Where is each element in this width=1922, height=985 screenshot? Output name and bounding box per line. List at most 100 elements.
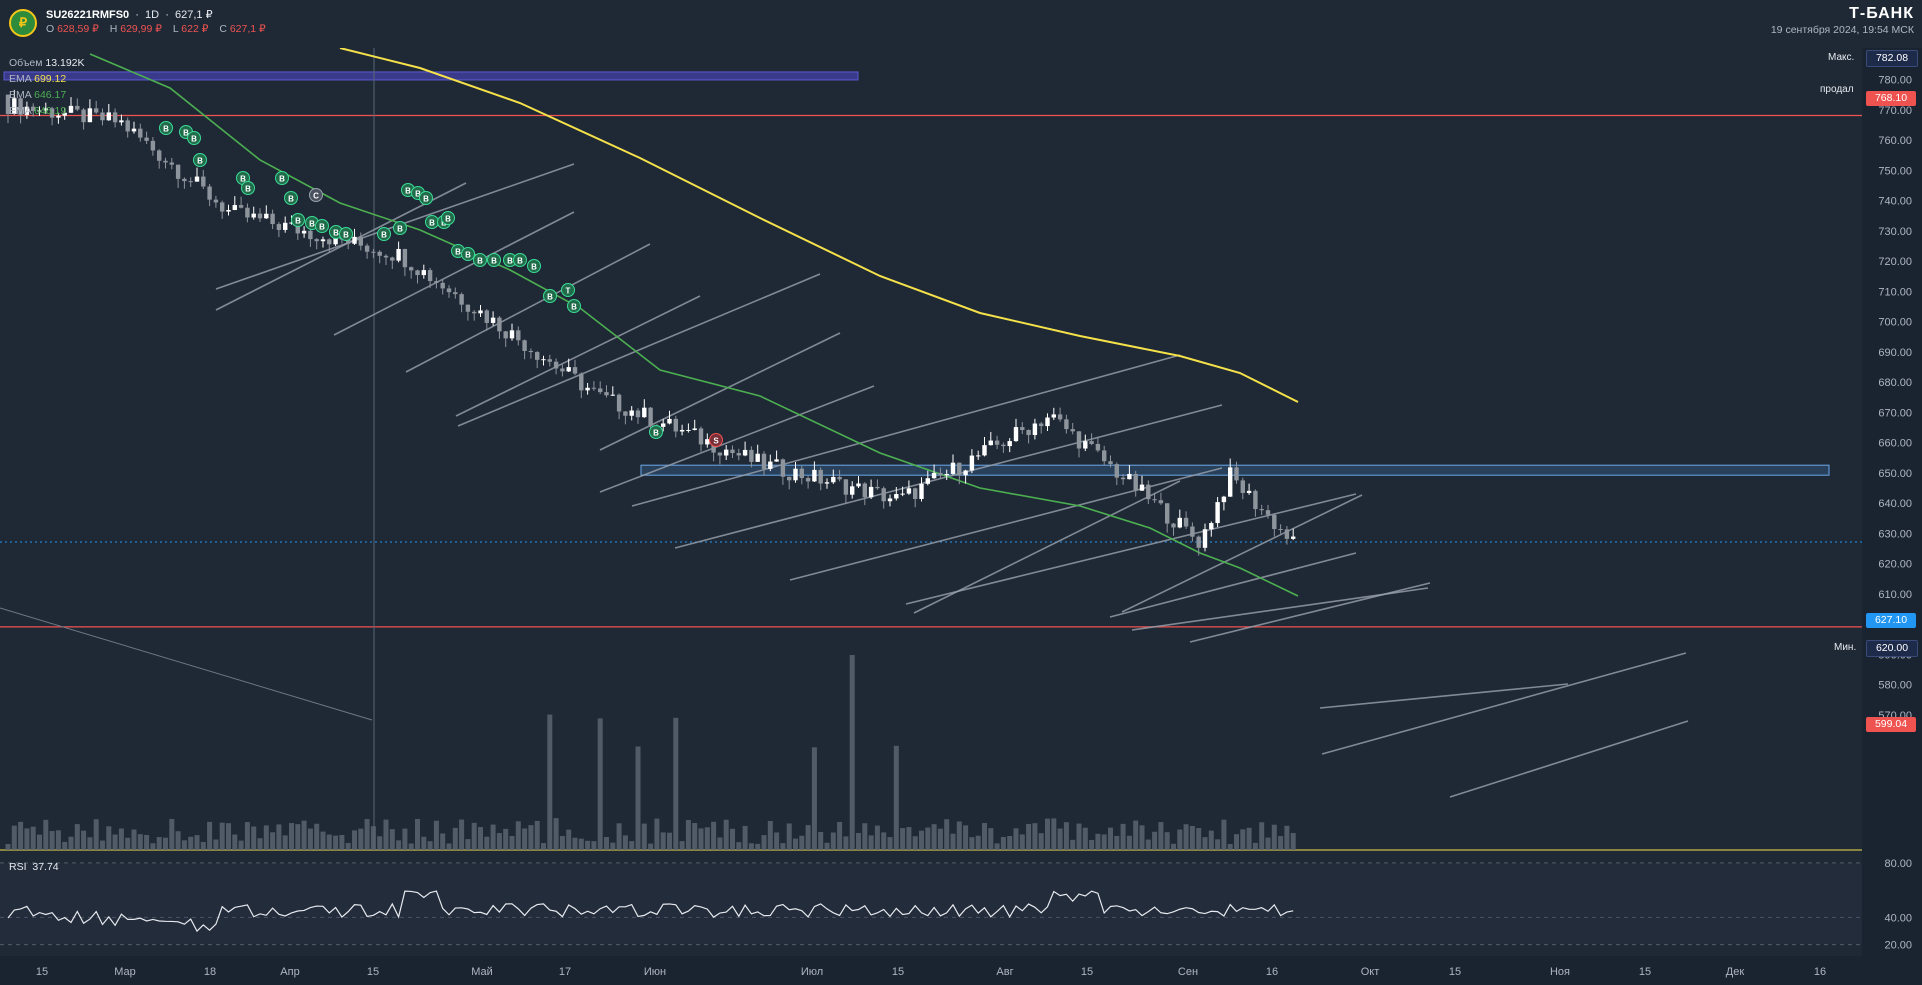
chart-header: ₽ SU26221RMFS0 · 1D · 627,1 ₽ O 628,59 ₽… [0,0,1922,48]
buy-marker[interactable]: B [377,227,391,241]
candle-body [522,340,527,351]
rsi-line [7,890,1294,933]
ohlc-open-key: O [46,23,55,35]
volume-bar [415,818,420,850]
volume-bar [37,834,42,850]
volume-bar [200,841,206,850]
buy-marker[interactable]: B [193,153,207,167]
volume-bar [156,837,162,850]
volume-bar [786,823,792,850]
channel-line [457,273,821,427]
candle-body [805,478,811,482]
candle-body [1240,480,1245,493]
volume-bar [169,818,175,850]
ohlc-readout: O 628,59 ₽ H 629,99 ₽ L 622 ₽ C 627,1 ₽ [46,23,274,35]
buy-marker[interactable]: B [393,221,407,235]
buy-marker[interactable]: B [284,191,298,205]
buy-marker[interactable]: B [543,289,557,303]
candle-body [1076,431,1082,449]
legend-ema-1[interactable]: EMA 699.12 [9,71,85,87]
volume-bar [100,840,105,850]
candle-body [969,455,975,471]
legend-ema-2-label: EMA [9,89,32,101]
price-tick-label: 780.00 [1878,75,1912,87]
volume-bar [62,841,68,850]
buy-marker-circle [461,247,475,261]
buy-marker[interactable]: B [513,253,527,267]
candle-body [957,462,962,476]
sell-marker[interactable]: S [709,433,723,447]
candle-body [490,317,496,323]
volume-bar [591,841,597,850]
volume-bar [1221,819,1227,850]
buy-marker[interactable]: B [159,121,173,135]
buy-marker[interactable]: B [339,227,353,241]
volume-bar [509,835,515,850]
candle-body [169,162,174,165]
ticker-line[interactable]: SU26221RMFS0 · 1D · 627,1 ₽ [46,9,213,21]
buy-marker[interactable]: B [567,299,581,313]
volume-bar [1246,827,1252,850]
volume-bar [566,829,572,850]
tp-marker[interactable]: T [561,283,575,297]
min-price-tag: 620.00 [1866,640,1918,657]
volume-bar [1045,818,1050,850]
rsi-legend[interactable]: RSI 37.74 [9,861,59,873]
buy-marker[interactable]: B [241,181,255,195]
volume-bar [24,828,30,850]
price-tick-label: 770.00 [1878,105,1912,117]
buy-marker[interactable]: B [425,215,439,229]
last-price-tag: 627.10 [1866,613,1916,628]
candle-body [780,459,786,477]
buy-marker-circle [419,191,433,205]
legend-ema-2-value: 646.17 [34,89,67,101]
volume-bar [547,714,553,850]
candle-body [119,120,124,123]
candle-body [1114,464,1119,478]
buy-marker[interactable]: B [315,219,329,233]
close-marker[interactable]: C [309,188,323,202]
volume-bar [5,844,11,850]
candle-body [692,428,697,430]
time-tick-label: 18 [204,966,216,978]
buy-marker[interactable]: B [473,253,487,267]
price-chart[interactable]: 780.00 770.00 760.00 750.00 740.00 730.00 720.… [0,48,1922,985]
volume-bar [1189,826,1195,850]
candle-body [591,387,597,389]
candle-body [868,486,874,498]
buy-marker[interactable]: B [649,425,663,439]
buy-marker-label: B [319,223,325,232]
buy-marker-label: B [295,217,301,226]
buy-marker[interactable]: B [187,131,201,145]
interval[interactable]: 1D [145,9,160,21]
candle-body [31,106,36,112]
bond-logo-icon: ₽ [9,9,37,37]
buy-marker[interactable]: B [291,213,305,227]
buy-marker-circle [291,213,305,227]
buy-marker[interactable]: B [527,259,541,273]
buy-marker[interactable]: B [441,211,455,225]
candle-body [138,128,143,138]
candle-body [1209,523,1214,530]
buy-marker[interactable]: B [461,247,475,261]
legend-volume[interactable]: Объем 13.192K [9,55,85,71]
buy-marker[interactable]: B [419,191,433,205]
legend-ema-3[interactable]: EMA 646.19 [9,103,85,119]
volume-bar [660,832,666,850]
candle-body [1284,529,1290,539]
close-marker-label: C [313,192,319,201]
volume-bar [1202,837,1208,850]
legend-ema-2[interactable]: EMA 646.17 [9,87,85,103]
candle-body [245,207,250,218]
volume-bar [150,843,156,850]
ticker-symbol[interactable]: SU26221RMFS0 [46,9,130,21]
volume-bar [251,826,257,850]
volume-bar [194,835,200,850]
buy-marker[interactable]: B [487,253,501,267]
volume-bar [522,828,528,850]
candle-body [629,410,634,416]
buy-marker-label: B [415,190,421,199]
candle-body [812,469,817,482]
price-tick-label: 610.00 [1878,589,1912,601]
buy-marker[interactable]: B [275,171,289,185]
